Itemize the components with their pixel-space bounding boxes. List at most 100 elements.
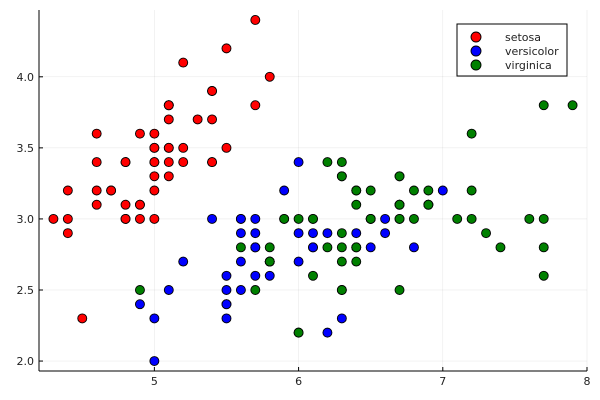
data-point-setosa	[178, 142, 189, 153]
data-point-virginica	[538, 100, 549, 111]
data-point-versicolor	[308, 228, 318, 239]
data-point-virginica	[351, 242, 362, 253]
data-point-virginica	[264, 242, 275, 253]
data-point-virginica	[365, 213, 376, 224]
data-point-virginica	[394, 171, 405, 182]
axes	[38, 10, 587, 372]
data-point-virginica	[466, 213, 477, 224]
data-point-versicolor	[207, 213, 218, 224]
data-point-setosa	[91, 128, 102, 139]
data-point-setosa	[120, 199, 131, 210]
data-point-setosa	[163, 171, 174, 182]
series-versicolor	[134, 157, 448, 367]
data-point-setosa	[207, 157, 218, 168]
legend-label-virginica: virginica	[505, 59, 552, 72]
data-point-versicolor	[351, 228, 362, 239]
data-point-virginica	[336, 157, 347, 168]
data-point-versicolor	[293, 157, 304, 168]
data-point-setosa	[77, 313, 88, 324]
data-point-setosa	[149, 171, 160, 182]
data-point-virginica	[293, 213, 304, 224]
data-point-virginica	[408, 213, 419, 224]
data-point-virginica	[481, 228, 492, 239]
y-tick-label: 3.0	[17, 213, 35, 226]
data-point-setosa	[192, 114, 203, 125]
legend-label-setosa: setosa	[505, 31, 541, 44]
data-point-versicolor	[293, 228, 304, 239]
data-point-versicolor	[235, 256, 246, 267]
data-point-virginica	[134, 285, 145, 295]
data-point-virginica	[538, 242, 549, 253]
data-point-virginica	[351, 185, 362, 196]
series-virginica	[134, 100, 578, 338]
data-point-virginica	[394, 213, 405, 224]
data-point-setosa	[178, 57, 189, 68]
data-point-virginica	[250, 285, 261, 295]
data-point-setosa	[207, 86, 218, 96]
x-tick-label: 8	[584, 375, 591, 388]
data-point-virginica	[452, 213, 463, 224]
data-point-versicolor	[221, 285, 232, 295]
data-point-setosa	[106, 185, 117, 196]
data-point-setosa	[221, 43, 232, 54]
data-point-virginica	[336, 242, 347, 253]
data-point-virginica	[495, 242, 506, 253]
series-setosa	[48, 14, 275, 324]
data-point-versicolor	[221, 270, 232, 281]
data-point-virginica	[308, 270, 318, 281]
data-point-versicolor	[235, 285, 246, 295]
legend-marker-virginica	[470, 59, 482, 71]
data-points	[48, 14, 578, 367]
data-point-setosa	[207, 114, 218, 125]
data-point-versicolor	[250, 213, 261, 224]
data-point-versicolor	[235, 228, 246, 239]
data-point-versicolor	[134, 299, 145, 310]
data-point-virginica	[336, 171, 347, 182]
data-point-setosa	[120, 213, 131, 224]
data-point-setosa	[134, 128, 145, 139]
data-point-versicolor	[365, 242, 376, 253]
data-point-versicolor	[322, 228, 333, 239]
data-point-virginica	[466, 185, 477, 196]
data-point-virginica	[279, 213, 290, 224]
data-point-setosa	[134, 199, 145, 210]
data-point-versicolor	[293, 256, 304, 267]
data-point-setosa	[163, 114, 174, 125]
data-point-virginica	[423, 199, 434, 210]
data-point-setosa	[120, 157, 131, 168]
y-tick-label: 4.0	[17, 71, 35, 84]
data-point-versicolor	[163, 285, 174, 295]
data-point-versicolor	[221, 299, 232, 310]
data-point-setosa	[250, 14, 261, 25]
data-point-versicolor	[408, 242, 419, 253]
y-tick-label: 2.0	[17, 355, 35, 368]
tick-labels: 5 6 7 8 2.0 2.5 3.0 3.5 4.0	[17, 71, 591, 388]
data-point-virginica	[408, 185, 419, 196]
data-point-versicolor	[380, 213, 391, 224]
data-point-versicolor	[380, 228, 391, 239]
data-point-versicolor	[322, 327, 333, 338]
data-point-virginica	[524, 213, 535, 224]
data-point-virginica	[293, 327, 304, 338]
data-point-virginica	[336, 256, 347, 267]
data-point-virginica	[538, 270, 549, 281]
data-point-versicolor	[250, 270, 261, 281]
data-point-versicolor	[221, 313, 232, 324]
data-point-versicolor	[149, 313, 160, 324]
data-point-versicolor	[250, 242, 261, 253]
legend-marker-versicolor	[470, 45, 482, 57]
data-point-versicolor	[308, 242, 318, 253]
data-point-virginica	[308, 213, 318, 224]
data-point-setosa	[221, 142, 232, 153]
data-point-virginica	[235, 242, 246, 253]
data-point-setosa	[62, 185, 73, 196]
data-point-setosa	[149, 128, 160, 139]
data-point-setosa	[91, 185, 102, 196]
data-point-setosa	[91, 157, 102, 168]
data-point-versicolor	[437, 185, 448, 196]
data-point-versicolor	[178, 256, 189, 267]
data-point-virginica	[336, 285, 347, 295]
data-point-setosa	[149, 213, 160, 224]
legend-label-versicolor: versicolor	[505, 45, 559, 58]
data-point-versicolor	[235, 213, 246, 224]
